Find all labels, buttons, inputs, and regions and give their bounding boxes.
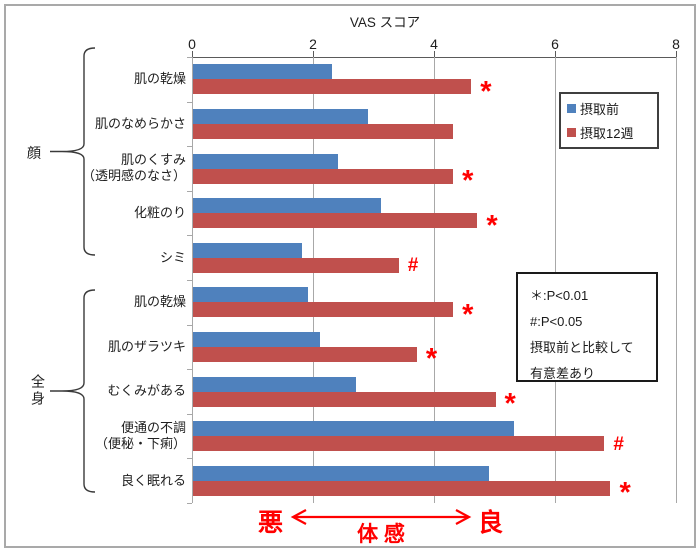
category-label-line: シミ (159, 249, 186, 265)
category-label: むくみがある (35, 369, 186, 414)
category-axis-tick (187, 458, 192, 460)
note-line-significant: 有意差あり (530, 366, 596, 381)
gridline (434, 57, 435, 503)
category-label: 肌のくすみ （透明感のなさ） (35, 146, 186, 191)
category-label-line: （透明感のなさ） (81, 168, 186, 184)
category-label: 肌のザラツキ (35, 325, 186, 370)
significance-marker: * (462, 298, 474, 331)
category-label-line: 肌の乾燥 (133, 294, 186, 310)
significance-marker: * (619, 477, 631, 510)
legend-label-12weeks: 摂取12週 (580, 126, 634, 141)
bar-intake-before (193, 465, 490, 481)
group-label-face: 顔 (27, 145, 41, 161)
category-axis-tick (187, 57, 192, 58)
category-axis-line (192, 57, 193, 503)
category-label-line: 肌のザラツキ (107, 338, 186, 354)
body-group-brace (50, 289, 96, 493)
axis-tick-label: 4 (430, 36, 438, 52)
bar-intake-before (193, 376, 357, 392)
bar-intake-before (193, 108, 369, 124)
category-label-line: 肌の乾燥 (133, 71, 186, 87)
legend-entry-before: 摂取前 (567, 99, 651, 118)
bar-intake-before (193, 64, 333, 80)
significance-notes-box: ＊:P<0.01 #:P<0.05 摂取前と比較して 有意差あり (516, 272, 658, 382)
axis-tick (555, 51, 556, 57)
significance-marker: * (504, 388, 516, 420)
bar-intake-12weeks (193, 79, 472, 95)
category-axis-tick (187, 101, 192, 103)
legend-label-before: 摂取前 (580, 102, 620, 117)
category-axis-tick (187, 413, 192, 415)
category-axis-tick (187, 146, 192, 148)
bar-intake-before (193, 287, 308, 303)
category-label-line: 便通の不調 (120, 420, 186, 436)
axis-tick (192, 51, 193, 57)
bar-intake-12weeks (193, 123, 454, 139)
category-label-line: 化粧のり (133, 205, 186, 221)
gridline (313, 57, 314, 503)
bar-intake-12weeks (193, 168, 454, 184)
category-axis-tick (187, 280, 192, 281)
category-axis-tick (187, 235, 192, 237)
footer-label-good: 良 (478, 509, 504, 537)
chart-outer-frame (4, 4, 696, 548)
group-label-body: 全身 (30, 374, 46, 408)
note-line-p005: #:P<0.05 (530, 314, 583, 329)
category-axis-tick (187, 503, 192, 504)
footer-label-bad: 悪 (258, 509, 284, 537)
category-axis-tick (187, 324, 192, 326)
bar-intake-12weeks (193, 436, 605, 452)
category-label-line: 肌のなめらかさ (94, 115, 186, 131)
bar-intake-12weeks (193, 346, 417, 362)
category-label-line: むくみがある (107, 383, 186, 399)
chart-title: VAS スコア (349, 15, 421, 30)
note-line-p001: ＊:P<0.01 (530, 288, 589, 303)
significance-marker: # (613, 433, 624, 455)
note-line-compare: 摂取前と比較して (530, 340, 634, 355)
bar-intake-12weeks (193, 213, 478, 229)
category-label: 肌の乾燥 (35, 57, 186, 102)
category-label: 肌のなめらかさ (35, 102, 186, 147)
bar-intake-12weeks (193, 302, 454, 318)
axis-tick-label: 0 (188, 36, 196, 52)
legend-entry-12weeks: 摂取12週 (567, 123, 651, 142)
bar-intake-before (193, 242, 302, 258)
bar-intake-before (193, 198, 381, 214)
category-label: シミ (35, 235, 186, 280)
axis-tick (313, 51, 314, 57)
significance-marker: * (462, 165, 474, 197)
significance-marker: * (425, 343, 438, 376)
category-label: 化粧のり (35, 191, 186, 236)
axis-tick-label: 6 (551, 36, 559, 52)
category-label: 良く眠れる (35, 458, 186, 503)
significance-marker: # (407, 255, 419, 277)
gridline (676, 57, 677, 503)
bar-intake-12weeks (193, 391, 496, 407)
bar-intake-12weeks (193, 257, 399, 273)
significance-marker: * (486, 209, 498, 242)
category-label: 肌の乾燥 (35, 280, 186, 325)
axis-tick (434, 51, 435, 57)
category-label: 便通の不調 （便秘・下痢） (35, 414, 186, 459)
category-label-line: （便秘・下痢） (94, 436, 186, 452)
legend-swatch-before (567, 104, 576, 113)
axis-tick (676, 51, 677, 57)
bar-intake-before (193, 153, 339, 169)
footer-double-arrow (290, 509, 472, 525)
category-label-line: 肌のくすみ (120, 152, 186, 168)
axis-tick-label: 2 (309, 36, 317, 52)
significance-marker: * (480, 75, 492, 108)
legend-swatch-12weeks (567, 128, 576, 137)
category-axis-tick (187, 369, 192, 371)
axis-tick-label: 8 (672, 36, 680, 52)
bar-intake-before (193, 421, 514, 437)
footer-label-feeling: 体 感 (357, 523, 405, 546)
bar-intake-12weeks (193, 480, 611, 496)
bar-intake-before (193, 331, 321, 347)
face-group-brace (50, 47, 96, 256)
category-label-line: 良く眠れる (120, 472, 186, 488)
category-axis-tick (187, 190, 192, 192)
legend: 摂取前 摂取12週 (559, 92, 659, 149)
